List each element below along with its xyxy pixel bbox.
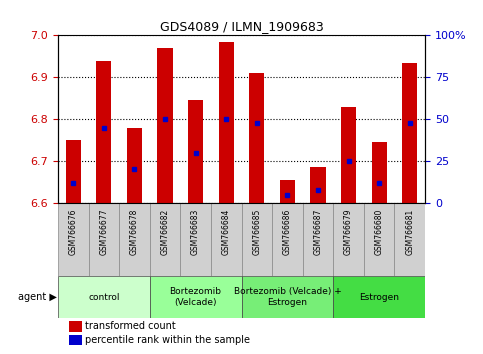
Text: Estrogen: Estrogen <box>359 293 399 302</box>
Bar <box>333 276 425 318</box>
Bar <box>150 276 242 318</box>
Bar <box>157 48 173 203</box>
Text: Bortezomib
(Velcade): Bortezomib (Velcade) <box>170 287 222 307</box>
Text: GSM766687: GSM766687 <box>313 209 323 255</box>
Bar <box>66 140 81 203</box>
Bar <box>249 73 265 203</box>
Bar <box>364 203 395 276</box>
Text: GSM766679: GSM766679 <box>344 209 353 255</box>
Bar <box>69 321 82 332</box>
Bar <box>88 203 119 276</box>
Bar <box>188 100 203 203</box>
Bar <box>280 180 295 203</box>
Bar <box>402 63 417 203</box>
Text: GSM766677: GSM766677 <box>99 209 108 255</box>
Bar <box>58 203 88 276</box>
Text: GSM766680: GSM766680 <box>375 209 384 255</box>
Bar <box>341 107 356 203</box>
Bar <box>395 203 425 276</box>
Bar <box>211 203 242 276</box>
Text: GSM766678: GSM766678 <box>130 209 139 255</box>
Text: GSM766686: GSM766686 <box>283 209 292 255</box>
Text: GSM766676: GSM766676 <box>69 209 78 255</box>
Text: Bortezomib (Velcade) +
Estrogen: Bortezomib (Velcade) + Estrogen <box>233 287 341 307</box>
Bar <box>272 203 303 276</box>
Bar <box>69 335 82 346</box>
Text: percentile rank within the sample: percentile rank within the sample <box>85 335 251 345</box>
Bar <box>303 203 333 276</box>
Bar <box>333 203 364 276</box>
Text: GSM766682: GSM766682 <box>160 209 170 255</box>
Bar <box>242 203 272 276</box>
Bar <box>150 203 180 276</box>
Text: agent ▶: agent ▶ <box>17 292 57 302</box>
Bar <box>311 167 326 203</box>
Bar <box>58 276 150 318</box>
Text: transformed count: transformed count <box>85 321 176 331</box>
Bar <box>219 42 234 203</box>
Text: GSM766685: GSM766685 <box>252 209 261 255</box>
Bar <box>180 203 211 276</box>
Bar <box>96 61 112 203</box>
Title: GDS4089 / ILMN_1909683: GDS4089 / ILMN_1909683 <box>159 20 324 33</box>
Bar <box>127 127 142 203</box>
Bar <box>242 276 333 318</box>
Bar <box>119 203 150 276</box>
Text: GSM766681: GSM766681 <box>405 209 414 255</box>
Text: GSM766684: GSM766684 <box>222 209 231 255</box>
Bar <box>371 142 387 203</box>
Text: control: control <box>88 293 120 302</box>
Text: GSM766683: GSM766683 <box>191 209 200 255</box>
